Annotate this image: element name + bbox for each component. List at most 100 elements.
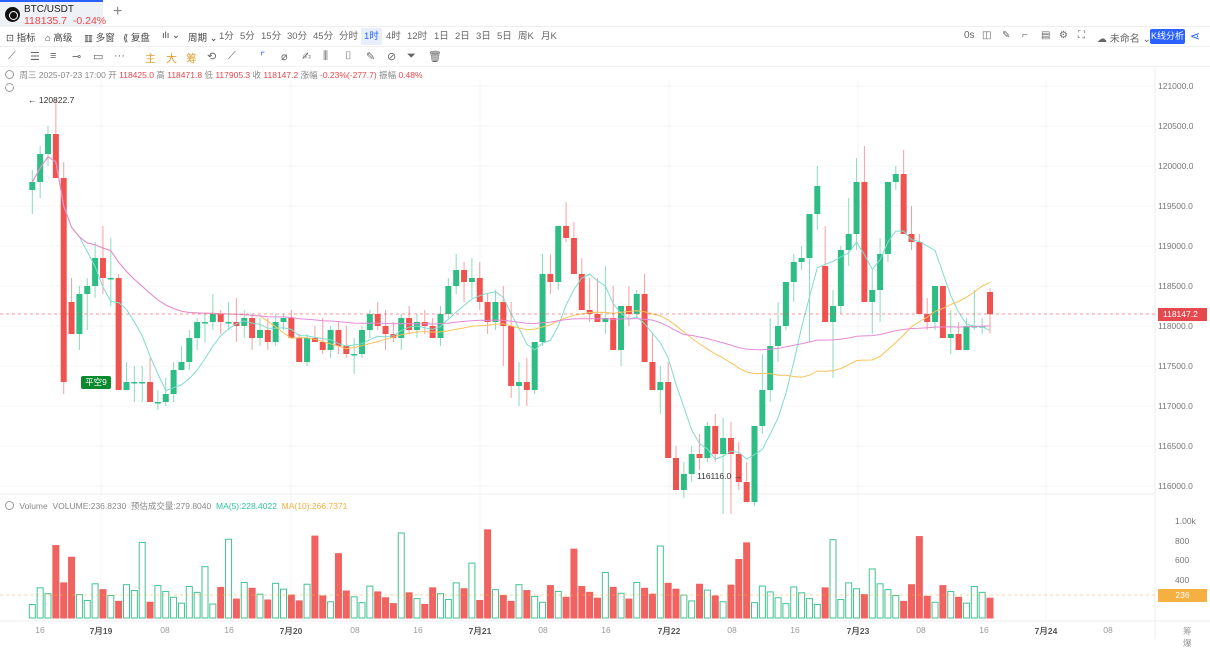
period-5日[interactable]: 5日 — [497, 31, 512, 42]
toolbar-right-item[interactable]: ⛶ — [1078, 30, 1085, 41]
price-label: 116000.0 — [1158, 481, 1193, 491]
time-label: 7月24 — [1034, 626, 1058, 636]
drawing-tool-icon[interactable]: 大 — [166, 53, 177, 65]
share-icon[interactable]: ⋖ — [1190, 29, 1201, 43]
volume-info: Volume VOLUME:236.8230 预估成交量:279.8040 MA… — [5, 500, 347, 512]
drawing-tool-icon[interactable]: 主 — [145, 53, 156, 65]
toolbar-right-item[interactable]: ☁ 未命名 ⌄ — [1097, 34, 1151, 45]
price-label: 119000.0 — [1158, 241, 1193, 251]
add-tab-button[interactable]: + — [113, 3, 123, 20]
toolbar-item[interactable]: ılı ⌄ — [162, 30, 180, 41]
symbol-name: BTC/USDT — [24, 4, 74, 15]
toolbar-right-item[interactable]: ◫ — [982, 30, 992, 41]
toolbar-right-item[interactable]: ▤ — [1041, 30, 1051, 41]
k-line-analysis-button[interactable]: K线分析 — [1150, 29, 1185, 44]
signal-badge[interactable]: 平空9 — [81, 376, 111, 389]
drawing-tool-icon[interactable]: ⊘ — [387, 51, 397, 63]
tab-bar: BTC/USDT 118135.7 -0.24% + — [0, 0, 1210, 27]
collapse-volume-icon[interactable] — [5, 501, 14, 510]
drawing-tool-icon[interactable]: ··· — [114, 50, 125, 62]
time-label: 08 — [727, 625, 737, 635]
price-label: 118500.0 — [1158, 281, 1193, 291]
drawing-tool-icon[interactable]: ≡ — [50, 50, 57, 62]
volume-label: 800 — [1175, 535, 1190, 546]
time-axis[interactable]: 16 7月19 08 16 7月20 08 16 7月21 08 16 7月22 08 16 7月23 08… — [0, 622, 1210, 648]
drawing-tool-icon[interactable]: ⏷ — [407, 50, 416, 62]
drawing-tool-icon[interactable]: ⫼ — [323, 50, 329, 62]
drawing-tool-icon[interactable]: ▭ — [93, 51, 104, 63]
toolbar-item[interactable]: ⊡ 指标 — [6, 33, 36, 44]
period-15分[interactable]: 15分 — [261, 31, 282, 42]
expand-icon[interactable] — [5, 83, 14, 92]
period-1日[interactable]: 1日 — [434, 31, 449, 42]
current-price-tag: 118147.2 — [1158, 308, 1207, 321]
time-label: 08 — [916, 625, 926, 635]
drawing-tool-icon[interactable]: ⌜ — [260, 51, 266, 63]
price-label: 118000.0 — [1158, 321, 1193, 331]
volume-label: 400 — [1175, 574, 1190, 585]
period-分时[interactable]: 分时 — [339, 31, 359, 42]
price-label: 116500.0 — [1158, 441, 1193, 451]
toolbar-right-item[interactable]: ⌐ — [1022, 30, 1028, 41]
drawing-tool-icon[interactable]: ✍ — [302, 51, 312, 63]
coin-logo-icon — [5, 7, 20, 22]
ohlc-info: 周三 2025-07-23 17:00 开 118425.0 高 118471.… — [5, 69, 423, 81]
period-45分[interactable]: 45分 — [313, 31, 334, 42]
period-12时[interactable]: 12时 — [407, 31, 428, 42]
time-label: 16 — [413, 625, 423, 635]
chart-toolbar: ⊡ 指标 ⌂ 高级 ▥ 多窗 ⟪ 复盘 ılı ⌄ 周期 ⌄ 1分 5分 15分 30分 45分 分时… — [0, 27, 1210, 47]
toolbar-item[interactable]: ⌂ 高级 — [45, 33, 73, 44]
volume-label: 1.00k — [1175, 516, 1196, 526]
toolbar-item[interactable]: ▥ 多窗 — [84, 33, 115, 44]
drawing-toolbar: ⟋ ☰ ≡ ⊸ ▭ ··· 主大筹 ⟲ ⟋ ⌜ ⌀ ✍ ⫼ ⌷ ✎ ⊘ ⏷ 🗑 — [0, 47, 1210, 67]
time-label: 16 — [979, 625, 989, 635]
toolbar-right-item[interactable]: 0s — [964, 30, 975, 41]
collapse-icon[interactable] — [5, 70, 14, 79]
time-label: 08 — [1103, 625, 1113, 635]
price-label: 117000.0 — [1158, 401, 1193, 411]
volume-label: 600 — [1175, 555, 1190, 565]
toolbar-item[interactable]: 周期 ⌄ — [188, 33, 218, 44]
price-label: 120000.0 — [1158, 161, 1194, 171]
time-label: 7月21 — [468, 626, 492, 636]
time-label: 7月22 — [657, 626, 681, 636]
period-1分[interactable]: 1分 — [219, 31, 234, 42]
period-1时[interactable]: 1时 — [361, 28, 382, 45]
low-marker: 116116.0 → — [697, 471, 743, 481]
chips-explode-label[interactable]: 筹 爆 — [1183, 626, 1192, 648]
time-label: 08 — [350, 625, 360, 635]
drawing-tool-icon[interactable]: 筹 — [186, 53, 197, 65]
time-label: 16 — [35, 625, 45, 635]
toolbar-item[interactable]: ⟪ 复盘 — [123, 33, 150, 44]
time-label: 08 — [160, 625, 170, 635]
toolbar-right-item[interactable]: ⚙ — [1059, 30, 1068, 41]
period-5分[interactable]: 5分 — [240, 31, 255, 42]
toolbar-right-item[interactable]: ✎ — [1002, 30, 1011, 41]
period-周K[interactable]: 周K — [518, 31, 534, 42]
price-label: 121000.0 — [1158, 81, 1194, 91]
volume-tag: 236 — [1158, 589, 1207, 602]
time-label: 16 — [224, 625, 234, 635]
period-月K[interactable]: 月K — [541, 31, 557, 42]
time-label: 16 — [790, 625, 800, 635]
period-2日[interactable]: 2日 — [455, 31, 470, 42]
time-label: 7月23 — [846, 626, 870, 636]
drawing-tool-icon[interactable]: 🗑 — [428, 51, 442, 63]
symbol-tab[interactable]: BTC/USDT 118135.7 -0.24% — [0, 0, 106, 27]
high-marker: ← 120822.7 — [28, 95, 75, 105]
time-label: 16 — [601, 625, 611, 635]
drawing-tool-icon[interactable]: ⟋ — [228, 50, 236, 62]
period-3日[interactable]: 3日 — [476, 31, 491, 42]
drawing-tool-icon[interactable]: ⟋ — [8, 50, 16, 62]
drawing-tool-icon[interactable]: ☰ — [30, 51, 40, 63]
period-30分[interactable]: 30分 — [287, 31, 308, 42]
price-label: 120500.0 — [1158, 121, 1194, 131]
drawing-tool-icon[interactable]: ⟲ — [207, 51, 217, 63]
drawing-tool-icon[interactable]: ⊸ — [72, 51, 82, 63]
drawing-tool-icon[interactable]: ⌀ — [281, 51, 288, 63]
drawing-tool-icon[interactable]: ✎ — [366, 51, 376, 63]
period-4时[interactable]: 4时 — [386, 31, 401, 42]
drawing-tool-icon[interactable]: ⌷ — [345, 50, 352, 62]
time-label: 08 — [538, 625, 548, 635]
